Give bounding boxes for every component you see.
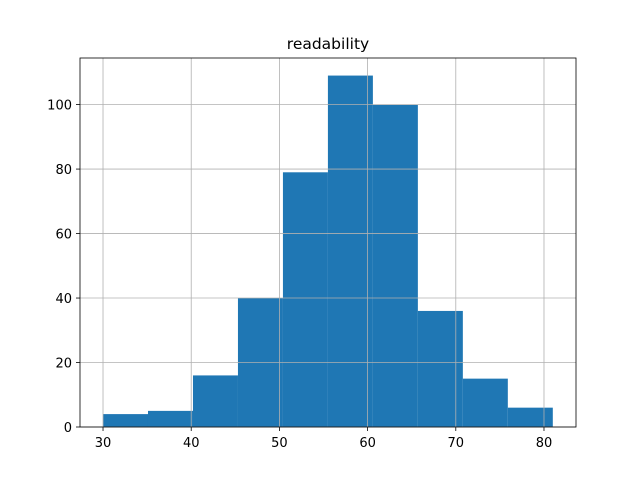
y-tick-label: 40 bbox=[55, 292, 72, 307]
x-tick-label: 40 bbox=[183, 436, 200, 451]
bar bbox=[417, 310, 463, 427]
y-tick-label: 0 bbox=[64, 421, 72, 436]
bar bbox=[462, 378, 508, 427]
y-tick-label: 100 bbox=[47, 99, 72, 114]
x-tick-label: 70 bbox=[448, 436, 465, 451]
x-tick-label: 30 bbox=[95, 436, 112, 451]
y-tick-label: 20 bbox=[55, 357, 72, 372]
bar bbox=[103, 414, 148, 427]
y-tick-label: 60 bbox=[55, 228, 72, 243]
bar bbox=[507, 407, 553, 427]
chart-title: readability bbox=[287, 35, 369, 53]
x-tick-label: 80 bbox=[536, 436, 553, 451]
bar bbox=[147, 410, 193, 427]
bar bbox=[327, 75, 373, 428]
bar bbox=[372, 104, 418, 427]
plot-frame bbox=[79, 57, 577, 428]
bar bbox=[282, 172, 328, 427]
x-tick-label: 60 bbox=[359, 436, 376, 451]
x-tick-label: 50 bbox=[271, 436, 288, 451]
bar bbox=[192, 375, 238, 427]
y-tick-label: 80 bbox=[55, 163, 72, 178]
